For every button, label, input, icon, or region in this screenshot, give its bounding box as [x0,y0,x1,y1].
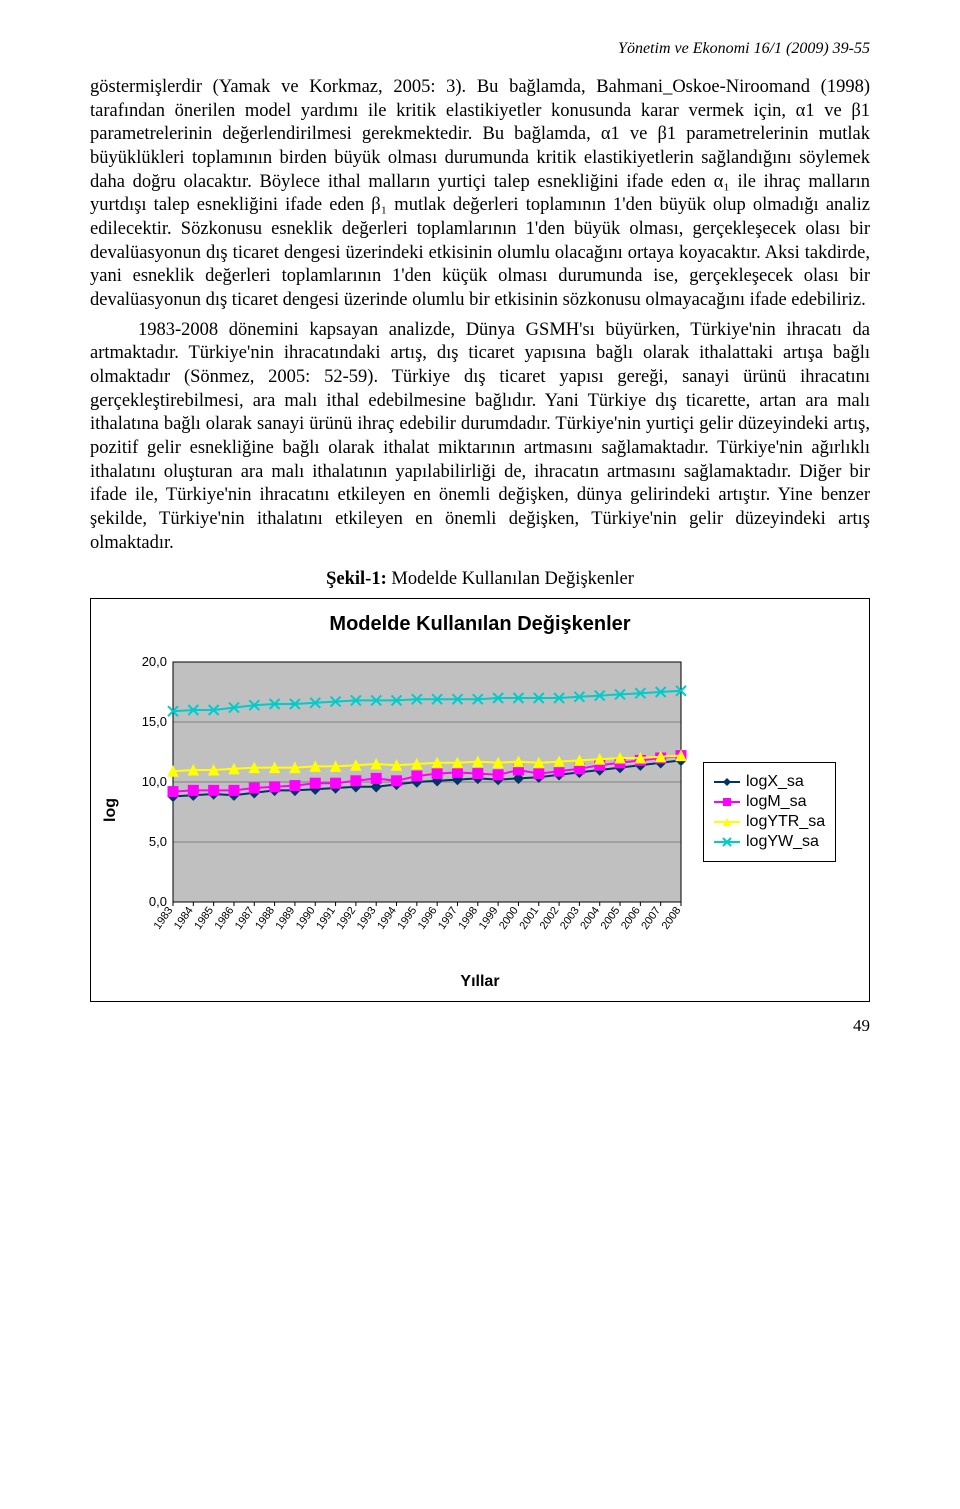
svg-text:15,0: 15,0 [142,714,167,729]
legend-item: logM_sa [714,793,825,811]
legend-label: logYW_sa [746,833,819,851]
svg-text:2001: 2001 [517,905,541,932]
svg-text:1997: 1997 [436,905,460,932]
svg-text:1986: 1986 [213,905,237,932]
legend-item: logX_sa [714,773,825,791]
svg-text:2000: 2000 [497,905,521,932]
legend-item: logYTR_sa [714,813,825,831]
svg-text:2002: 2002 [538,905,562,932]
chart-title: Modelde Kullanılan Değişkenler [101,613,859,636]
svg-text:2003: 2003 [558,905,582,932]
chart-row: log 0,05,010,015,020,0198319841985198619… [101,654,859,969]
figure-caption: Şekil-1: Modelde Kullanılan Değişkenler [90,569,870,590]
legend-swatch [714,775,740,789]
page-container: Yönetim ve Ekonomi 16/1 (2009) 39-55 gös… [0,0,960,1066]
svg-text:1984: 1984 [172,905,196,932]
chart-container: Modelde Kullanılan Değişkenler log 0,05,… [90,598,870,1002]
page-number: 49 [90,1016,870,1036]
legend-label: logM_sa [746,793,806,811]
svg-text:5,0: 5,0 [149,834,167,849]
y-axis-label: log [102,802,120,822]
svg-text:1992: 1992 [334,905,358,932]
legend-label: logX_sa [746,773,804,791]
svg-text:1987: 1987 [233,905,257,932]
svg-text:1998: 1998 [456,905,480,932]
paragraph-2: 1983-2008 dönemini kapsayan analizde, Dü… [90,319,870,556]
x-axis-label: Yıllar [101,973,859,991]
legend-item: logYW_sa [714,833,825,851]
svg-text:2006: 2006 [619,905,643,932]
figure-caption-bold: Şekil-1: [326,569,387,589]
svg-text:10,0: 10,0 [142,774,167,789]
svg-text:1991: 1991 [314,905,338,932]
svg-text:1999: 1999 [477,905,501,932]
svg-text:1993: 1993 [355,905,379,932]
svg-text:1996: 1996 [416,905,440,932]
journal-header: Yönetim ve Ekonomi 16/1 (2009) 39-55 [90,40,870,58]
svg-text:1994: 1994 [375,905,399,932]
svg-text:1989: 1989 [274,905,298,932]
legend-label: logYTR_sa [746,813,825,831]
svg-text:2008: 2008 [660,905,684,932]
svg-text:1988: 1988 [253,905,277,932]
svg-text:2007: 2007 [639,905,663,932]
figure-caption-rest: Modelde Kullanılan Değişkenler [387,569,634,589]
chart-plot: 0,05,010,015,020,01983198419851986198719… [129,654,689,969]
svg-text:1985: 1985 [192,905,216,932]
svg-text:2005: 2005 [599,905,623,932]
svg-text:1995: 1995 [395,905,419,932]
svg-text:1990: 1990 [294,905,318,932]
svg-text:2004: 2004 [578,905,602,932]
legend-swatch [714,815,740,829]
svg-text:20,0: 20,0 [142,654,167,669]
legend-swatch [714,835,740,849]
legend-swatch [714,795,740,809]
chart-svg: 0,05,010,015,020,01983198419851986198719… [129,654,689,964]
legend: logX_sa logM_sa logYTR_sa logYW_sa [703,762,836,862]
paragraph-1: göstermişlerdir (Yamak ve Korkmaz, 2005:… [90,76,870,313]
